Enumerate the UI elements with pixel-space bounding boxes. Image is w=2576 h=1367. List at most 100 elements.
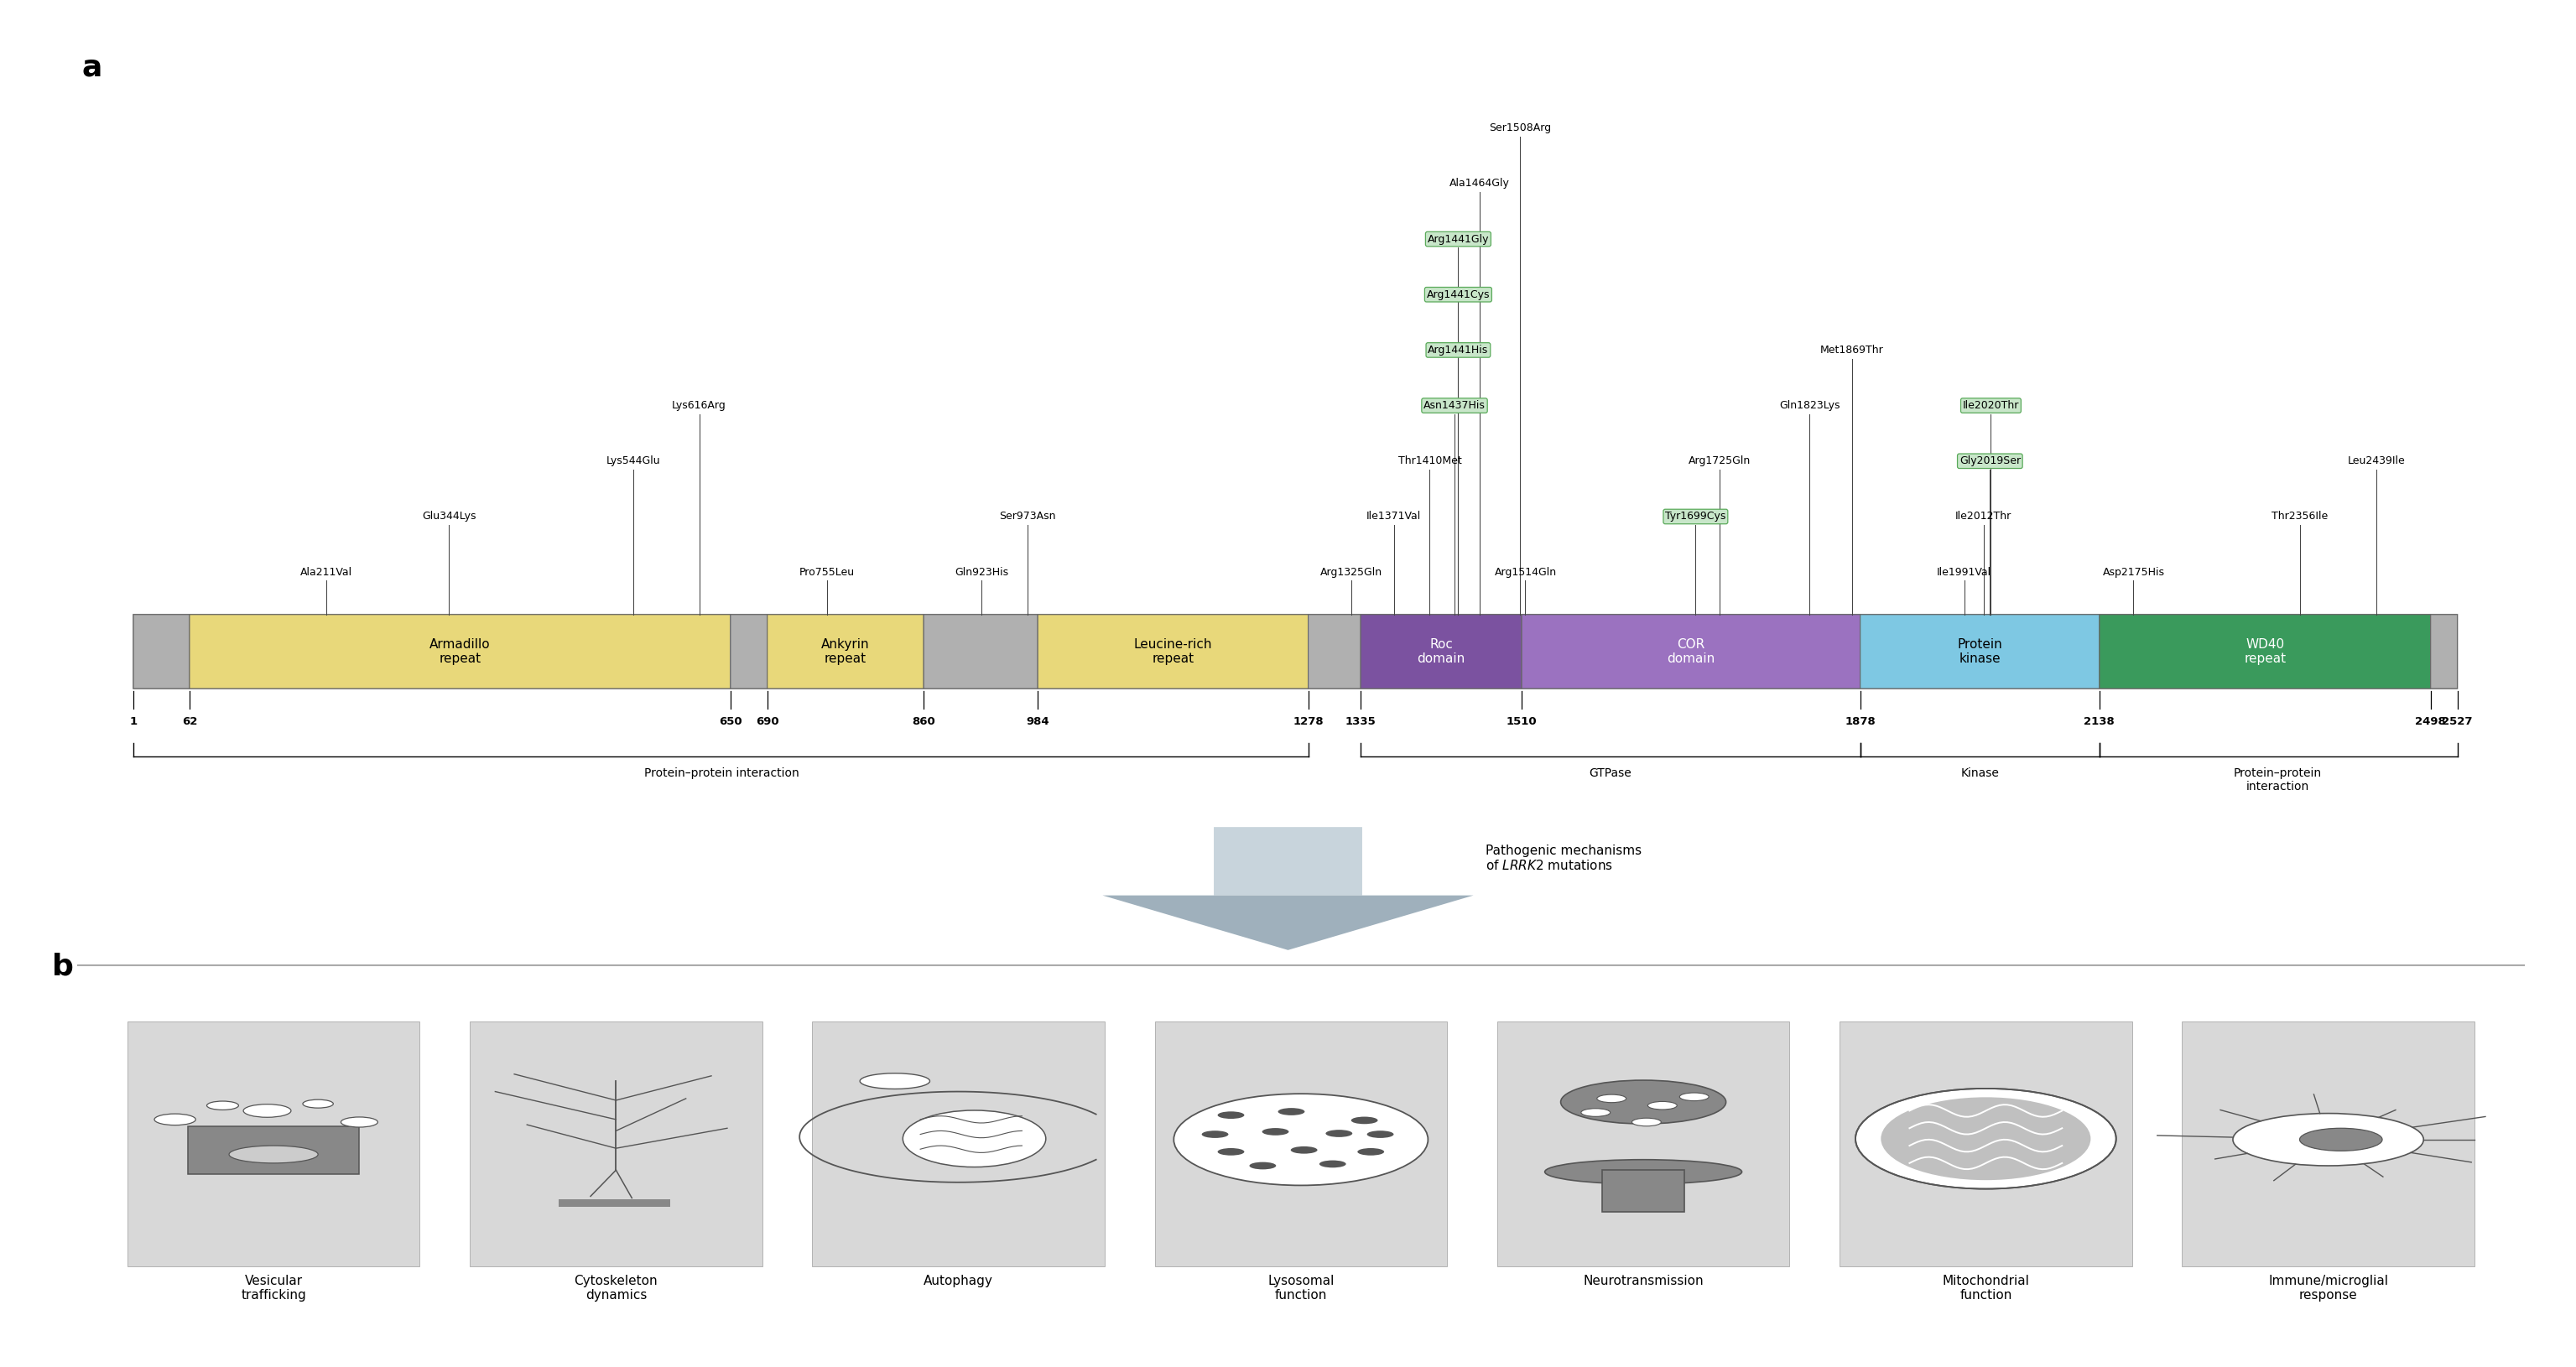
Text: Lysosomal
function: Lysosomal function <box>1267 1275 1334 1301</box>
Text: Cytoskeleton
dynamics: Cytoskeleton dynamics <box>574 1275 657 1301</box>
Circle shape <box>1262 1128 1288 1136</box>
Ellipse shape <box>1561 1080 1726 1124</box>
Text: 690: 690 <box>755 716 778 727</box>
FancyBboxPatch shape <box>134 615 191 689</box>
Text: Glu344Lys: Glu344Lys <box>422 511 477 522</box>
Text: COR
domain: COR domain <box>1667 638 1716 666</box>
Ellipse shape <box>1175 1094 1427 1185</box>
FancyBboxPatch shape <box>1309 615 1360 689</box>
Text: Gly2019Ser: Gly2019Ser <box>1960 455 2020 466</box>
Text: Thr1410Met: Thr1410Met <box>1399 455 1461 466</box>
FancyBboxPatch shape <box>469 1021 762 1266</box>
Ellipse shape <box>1546 1159 1741 1184</box>
Text: 2498: 2498 <box>2416 716 2447 727</box>
Text: Pro755Leu: Pro755Leu <box>799 567 855 577</box>
Text: Met1869Thr: Met1869Thr <box>1821 344 1883 355</box>
Text: Kinase: Kinase <box>1960 767 1999 779</box>
Circle shape <box>1680 1092 1708 1100</box>
Circle shape <box>206 1102 240 1110</box>
Circle shape <box>1327 1129 1352 1137</box>
Text: Ankyrin
repeat: Ankyrin repeat <box>822 638 871 666</box>
Text: 2527: 2527 <box>2442 716 2473 727</box>
Text: Protein–protein
interaction: Protein–protein interaction <box>2233 767 2321 793</box>
Text: Gln923His: Gln923His <box>956 567 1010 577</box>
Text: 2138: 2138 <box>2084 716 2115 727</box>
Text: 1278: 1278 <box>1293 716 1324 727</box>
Circle shape <box>1291 1147 1316 1154</box>
Circle shape <box>1350 1117 1378 1124</box>
Circle shape <box>1358 1148 1383 1155</box>
Text: Pathogenic mechanisms
of $\it{LRRK2}$ mutations: Pathogenic mechanisms of $\it{LRRK2}$ mu… <box>1486 845 1641 872</box>
Text: 62: 62 <box>183 716 198 727</box>
Text: Arg1441Gly: Arg1441Gly <box>1427 234 1489 245</box>
Text: WD40
repeat: WD40 repeat <box>2244 638 2285 666</box>
Text: Protein–protein interaction: Protein–protein interaction <box>644 767 799 779</box>
FancyBboxPatch shape <box>732 615 768 689</box>
Text: Arg1514Gln: Arg1514Gln <box>1494 567 1556 577</box>
FancyBboxPatch shape <box>134 615 2458 689</box>
Bar <box>188 1126 358 1174</box>
Text: Tyr1699Cys: Tyr1699Cys <box>1664 511 1726 522</box>
Text: Ile2020Thr: Ile2020Thr <box>1963 401 2020 411</box>
Text: Lys616Arg: Lys616Arg <box>672 401 726 411</box>
Circle shape <box>1631 1118 1662 1126</box>
FancyBboxPatch shape <box>2432 615 2458 689</box>
Text: 650: 650 <box>719 716 742 727</box>
Text: 1510: 1510 <box>1507 716 1538 727</box>
Text: GTPase: GTPase <box>1589 767 1631 779</box>
Text: Ile1371Val: Ile1371Val <box>1365 511 1422 522</box>
FancyBboxPatch shape <box>1522 615 1860 689</box>
FancyBboxPatch shape <box>1497 1021 1790 1266</box>
Text: 1878: 1878 <box>1844 716 1875 727</box>
FancyBboxPatch shape <box>1860 615 2099 689</box>
Circle shape <box>2233 1113 2424 1166</box>
Ellipse shape <box>1855 1088 2115 1189</box>
Circle shape <box>242 1105 291 1117</box>
Text: a: a <box>82 53 103 82</box>
Text: Asp2175His: Asp2175His <box>2102 567 2164 577</box>
Text: Ala1464Gly: Ala1464Gly <box>1450 178 1510 189</box>
Bar <box>1602 1170 1685 1213</box>
Circle shape <box>1319 1161 1347 1167</box>
FancyBboxPatch shape <box>2099 615 2432 689</box>
Text: 1: 1 <box>129 716 137 727</box>
Text: Ile2012Thr: Ile2012Thr <box>1955 511 2012 522</box>
Text: Immune/microglial
response: Immune/microglial response <box>2269 1275 2388 1301</box>
Text: 984: 984 <box>1025 716 1048 727</box>
Circle shape <box>1249 1162 1275 1169</box>
Circle shape <box>1649 1102 1677 1110</box>
Circle shape <box>1597 1095 1625 1103</box>
Text: Ala211Val: Ala211Val <box>301 567 353 577</box>
Text: Thr2356Ile: Thr2356Ile <box>2272 511 2329 522</box>
Circle shape <box>1218 1148 1244 1155</box>
FancyBboxPatch shape <box>1213 827 1363 895</box>
Bar <box>559 1199 670 1207</box>
Ellipse shape <box>902 1110 1046 1167</box>
Text: Mitochondrial
function: Mitochondrial function <box>1942 1275 2030 1301</box>
Circle shape <box>1582 1109 1610 1117</box>
Text: Vesicular
trafficking: Vesicular trafficking <box>242 1275 307 1301</box>
Text: Autophagy: Autophagy <box>925 1275 994 1288</box>
Ellipse shape <box>1880 1098 2092 1180</box>
FancyBboxPatch shape <box>1839 1021 2133 1266</box>
Text: 860: 860 <box>912 716 935 727</box>
Circle shape <box>304 1099 332 1109</box>
Text: Ser973Asn: Ser973Asn <box>999 511 1056 522</box>
Circle shape <box>1278 1109 1303 1115</box>
Circle shape <box>340 1117 379 1128</box>
Text: Roc
domain: Roc domain <box>1417 638 1466 666</box>
Text: 1335: 1335 <box>1345 716 1376 727</box>
FancyBboxPatch shape <box>925 615 1038 689</box>
Text: Neurotransmission: Neurotransmission <box>1584 1275 1703 1288</box>
Text: Asn1437His: Asn1437His <box>1425 401 1486 411</box>
Circle shape <box>155 1114 196 1125</box>
Text: Protein
kinase: Protein kinase <box>1958 638 2002 666</box>
Circle shape <box>2300 1128 2383 1151</box>
Text: Armadillo
repeat: Armadillo repeat <box>430 638 489 666</box>
Text: Leucine-rich
repeat: Leucine-rich repeat <box>1133 638 1213 666</box>
Text: Arg1441His: Arg1441His <box>1427 344 1489 355</box>
Circle shape <box>1218 1111 1244 1118</box>
Polygon shape <box>1103 895 1473 950</box>
Text: Leu2439Ile: Leu2439Ile <box>2347 455 2406 466</box>
Ellipse shape <box>229 1146 317 1163</box>
